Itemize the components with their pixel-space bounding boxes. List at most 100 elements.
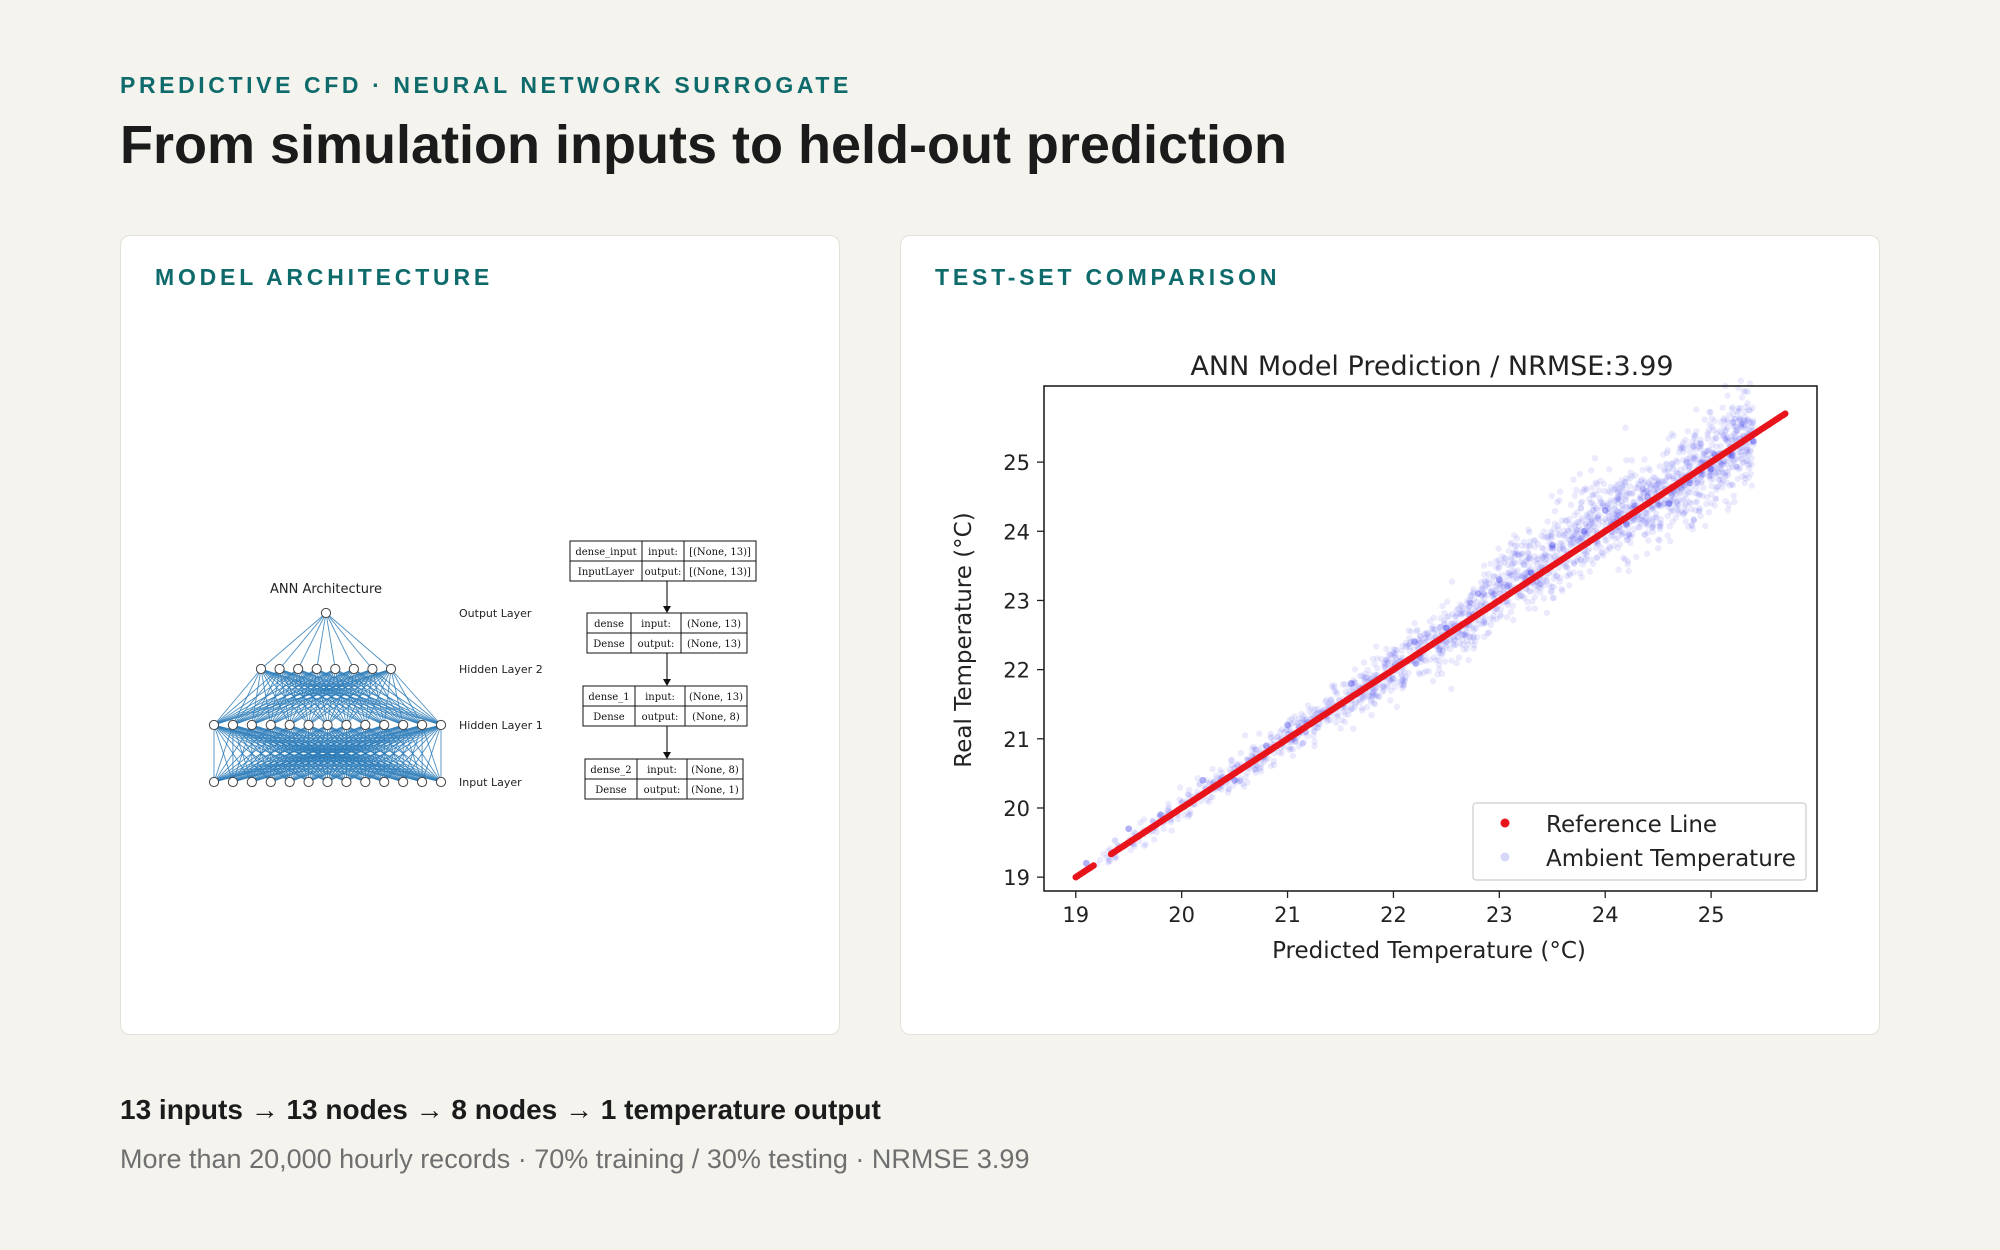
legend-marker-ambient: [1500, 852, 1510, 862]
ann-edges: [213, 612, 442, 783]
ann-node: [303, 776, 314, 788]
summary-line: 13 inputs → 13 nodes → 8 nodes → 1 tempe…: [120, 1094, 881, 1125]
comparison-card: TEST-SET COMPARISON ANN Model Prediction…: [900, 235, 1880, 1035]
ann-node: [322, 719, 333, 731]
ann-node: [227, 719, 239, 731]
scatter-point: [1262, 742, 1270, 750]
ann-edge: [390, 668, 423, 726]
ann-node: [208, 719, 220, 731]
ann-edge: [421, 724, 442, 783]
keras-input-shape: (None, 13): [687, 619, 741, 630]
keras-layer-box: dense Dense input: output: (None, 13) (None, …: [586, 612, 748, 654]
ann-edge: [289, 724, 442, 783]
x-axis-label: Predicted Temperature (°C): [1272, 938, 1586, 964]
layer-label: Input Layer: [459, 776, 522, 789]
ann-edge: [213, 724, 234, 783]
ann-node: [265, 719, 276, 731]
keras-input-label: input:: [647, 765, 677, 776]
ann-edge: [308, 724, 442, 783]
ann-edge: [390, 668, 442, 726]
ann-edge: [346, 668, 392, 726]
scatter-point: [1686, 479, 1694, 487]
ann-edge: [213, 724, 290, 783]
keras-layer-box: dense_1 Dense input: output: (None, 13) (None…: [582, 685, 748, 727]
keras-output-shape: (None, 13): [687, 639, 741, 650]
keras-arrowhead: [663, 679, 671, 686]
ann-node: [341, 776, 352, 788]
y-axis-ticks: 19 20 21 22 23 24 25: [1003, 451, 1044, 890]
ann-edge: [213, 668, 299, 726]
scatter-point: [1750, 437, 1757, 445]
ann-node: [367, 663, 378, 675]
ann-node: [348, 663, 359, 675]
keras-arrowhead: [663, 752, 671, 759]
scatter-point: [1411, 638, 1419, 646]
ann-layer-labels: Output Layer Hidden Layer 2 Hidden Layer 1…: [459, 607, 543, 789]
scatter-point: [1665, 500, 1673, 508]
keras-input-shape: [(None, 13)]: [689, 547, 751, 558]
ann-edge: [213, 668, 355, 726]
reference-point: [1781, 410, 1789, 417]
legend-label-ambient: Ambient Temperature: [1546, 846, 1796, 872]
legend-label-reference: Reference Line: [1546, 812, 1717, 838]
ann-edge: [213, 724, 385, 783]
ann-node: [293, 663, 304, 675]
ann-edge: [213, 668, 373, 726]
scatter-point: [1527, 569, 1535, 577]
ann-node: [322, 776, 333, 788]
scatter-point: [1580, 527, 1588, 535]
y-tick-label: 22: [1003, 659, 1030, 683]
ann-edge: [325, 612, 336, 670]
x-tick-label: 25: [1698, 903, 1725, 927]
ann-edge: [213, 724, 347, 783]
keras-layer-type: InputLayer: [578, 567, 634, 578]
scatter-point: [1082, 859, 1090, 867]
ann-node: [246, 719, 257, 731]
ann-node: [208, 776, 220, 788]
page-title: From simulation inputs to held-out predi…: [120, 115, 1287, 175]
ann-node: [385, 663, 397, 675]
y-tick-label: 24: [1003, 520, 1030, 544]
keras-input-shape: (None, 13): [689, 692, 743, 703]
ann-node: [330, 663, 341, 675]
architecture-diagram: ANN Architecture Output Layer Hidden Laye…: [208, 540, 757, 800]
ann-edge: [325, 612, 392, 670]
ann-edge: [390, 668, 404, 726]
scatter-point: [1495, 576, 1503, 584]
ann-node: [227, 776, 239, 788]
scatter-point: [1347, 680, 1355, 687]
ann-edge: [213, 724, 423, 783]
scatter-chart: ANN Model Prediction / NRMSE:3.99 19 20 21…: [951, 351, 1818, 964]
y-tick-label: 21: [1003, 728, 1030, 752]
scatter-point: [1728, 451, 1736, 459]
keras-model-summary: dense_input InputLayer input: output: [(None…: [569, 540, 757, 800]
keras-input-label: input:: [648, 547, 678, 558]
ann-edge: [213, 668, 280, 726]
diagram-title: ANN Architecture: [270, 582, 382, 597]
legend: Reference Line Ambient Temperature: [1472, 802, 1807, 881]
ann-edge: [213, 724, 366, 783]
ann-edge: [213, 668, 336, 726]
keras-layer-name: dense_input: [575, 547, 636, 558]
scatter-point: [1644, 493, 1651, 501]
ann-node: [435, 776, 447, 788]
comparison-card-label: TEST-SET COMPARISON: [935, 264, 1281, 290]
x-axis-ticks: 19 20 21 22 23 24 25: [1062, 891, 1724, 927]
scatter-point: [1707, 465, 1715, 473]
layer-label: Hidden Layer 1: [459, 719, 543, 732]
ann-edge: [402, 724, 442, 783]
keras-output-label: output:: [644, 785, 681, 796]
ann-node: [379, 776, 390, 788]
legend-box: [1472, 802, 1807, 881]
ann-nodes: [208, 607, 447, 788]
keras-layer-name: dense_1: [588, 692, 629, 703]
keras-layer-box: dense_2 Dense input: output: (None, 8) (None,…: [584, 758, 744, 800]
architecture-card: MODEL ARCHITECTURE ANN Architecture Outp…: [120, 235, 840, 1035]
ann-edge: [346, 724, 442, 783]
x-tick-label: 23: [1486, 903, 1513, 927]
ann-node: [311, 663, 322, 675]
ann-node: [320, 607, 332, 619]
scatter-point: [1199, 776, 1207, 784]
scatter-point: [1442, 624, 1450, 632]
ann-edge: [383, 668, 392, 726]
